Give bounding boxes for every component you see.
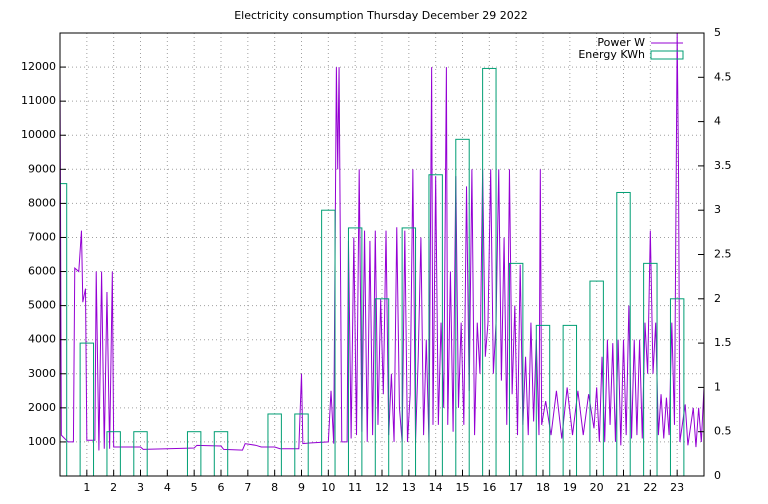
- legend-label: Power W: [597, 36, 645, 49]
- x-tick-label: 15: [456, 481, 470, 494]
- energy-box: [106, 431, 121, 476]
- y-tick-label: 10000: [21, 128, 56, 141]
- energy-box: [562, 324, 578, 476]
- y2-tick-label: 5: [714, 26, 721, 39]
- energy-box: [455, 138, 470, 476]
- plot-area: [60, 33, 704, 476]
- grid: [60, 33, 704, 476]
- y-tick-label: 11000: [21, 94, 56, 107]
- y-tick-label: 4000: [28, 333, 56, 346]
- legend-label: Energy KWh: [578, 48, 645, 61]
- y-tick-label: 9000: [28, 162, 56, 175]
- y2-tick-label: 4: [714, 115, 721, 128]
- energy-box: [133, 431, 148, 476]
- y-tick-label: 7000: [28, 230, 56, 243]
- x-tick-label: 21: [617, 481, 631, 494]
- y2-tick-label: 2: [714, 292, 721, 305]
- x-tick-label: 11: [348, 481, 362, 494]
- energy-box: [482, 67, 497, 476]
- x-tick-label: 2: [110, 481, 117, 494]
- x-tick-label: 19: [563, 481, 577, 494]
- energy-box: [213, 431, 229, 476]
- y2-tick-label: 1.5: [714, 336, 732, 349]
- x-tick-label: 22: [643, 481, 657, 494]
- energy-box: [535, 324, 551, 476]
- x-tick-label: 5: [191, 481, 198, 494]
- chart-title: Electricity consumption Thursday Decembe…: [234, 9, 528, 22]
- y-tick-label: 8000: [28, 196, 56, 209]
- legend-swatch: [650, 50, 684, 60]
- x-tick-label: 20: [590, 481, 604, 494]
- x-tick-label: 17: [509, 481, 523, 494]
- x-tick-label: 8: [271, 481, 278, 494]
- y2-tick-label: 3.5: [714, 159, 732, 172]
- energy-box: [267, 413, 282, 476]
- power-line: [60, 33, 704, 451]
- x-tick-label: 13: [402, 481, 416, 494]
- energy-box: [347, 227, 363, 476]
- x-tick-label: 1: [83, 481, 90, 494]
- x-tick-label: 7: [244, 481, 251, 494]
- x-tick-label: 23: [670, 481, 684, 494]
- energy-box: [186, 431, 202, 476]
- energy-box: [401, 227, 417, 476]
- y2-tick-label: 4.5: [714, 70, 732, 83]
- y2-tick-label: 3: [714, 203, 721, 216]
- x-tick-label: 3: [137, 481, 144, 494]
- y-tick-label: 1000: [28, 435, 56, 448]
- x-tick-label: 6: [218, 481, 225, 494]
- x-tick-label: 14: [429, 481, 443, 494]
- y-tick-label: 2000: [28, 401, 56, 414]
- y-tick-label: 3000: [28, 367, 56, 380]
- x-tick-label: 12: [375, 481, 389, 494]
- y2-tick-label: 0.5: [714, 425, 732, 438]
- x-tick-label: 4: [164, 481, 171, 494]
- y-tick-label: 6000: [28, 265, 56, 278]
- x-tick-label: 9: [298, 481, 305, 494]
- y2-tick-label: 1: [714, 380, 721, 393]
- energy-box: [294, 413, 309, 476]
- y-tick-label: 12000: [21, 60, 56, 73]
- y-tick-label: 5000: [28, 299, 56, 312]
- y2-tick-label: 2.5: [714, 248, 732, 261]
- x-tick-label: 18: [536, 481, 550, 494]
- energy-box: [79, 342, 95, 476]
- x-tick-label: 16: [482, 481, 496, 494]
- y2-tick-label: 0: [714, 469, 721, 482]
- x-tick-label: 10: [321, 481, 335, 494]
